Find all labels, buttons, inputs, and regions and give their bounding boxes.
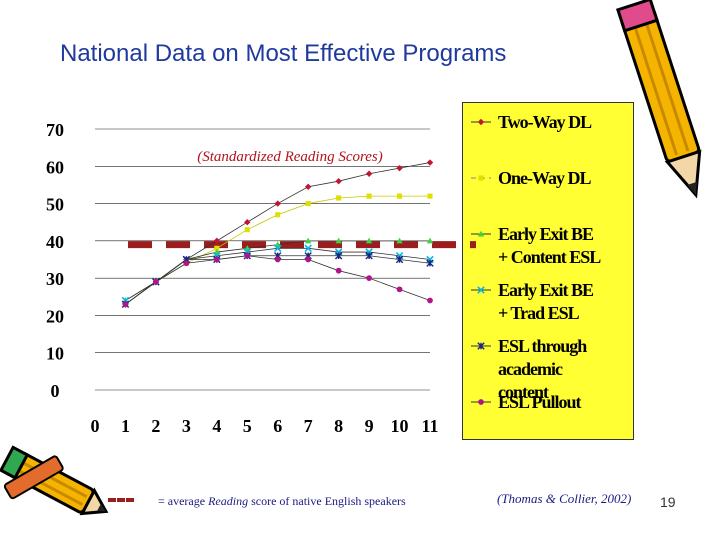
footnote-emph: Reading	[208, 494, 249, 508]
y-tick-label: 20	[46, 306, 64, 326]
data-point	[273, 244, 282, 253]
chart-axes: 0 10 20 30 40 50 60 70 0 1 2 3 4 5 6 7 8 9 10 11	[46, 120, 439, 436]
data-point	[395, 255, 404, 264]
data-point	[396, 164, 403, 172]
legend-box	[462, 102, 634, 440]
data-point	[244, 219, 251, 226]
data-point	[335, 267, 342, 274]
data-point	[244, 252, 251, 259]
data-point	[478, 175, 484, 181]
chart-title: (Standardized Reading Scores)	[197, 149, 383, 165]
data-point	[214, 245, 220, 251]
data-point	[305, 256, 312, 263]
series-line	[125, 255, 431, 305]
y-tick-label: 10	[46, 344, 64, 364]
series-line	[125, 162, 431, 305]
legend-label: Two-Way DL	[498, 112, 592, 132]
data-point	[275, 212, 281, 218]
data-point	[336, 195, 342, 201]
chart-grid	[95, 128, 430, 391]
data-point	[365, 252, 373, 260]
legend-label: Early Exit BE + Trad ESL	[498, 280, 594, 323]
data-point	[244, 227, 250, 233]
y-tick-label: 30	[46, 269, 64, 289]
data-point	[477, 342, 485, 350]
data-point	[365, 170, 373, 177]
data-point	[304, 237, 312, 244]
data-point	[478, 399, 484, 405]
legend-label: Early Exit BE + Content ESL	[498, 224, 601, 267]
data-point	[274, 200, 281, 207]
pencil-icon-bottom-left	[0, 445, 109, 516]
slide-title: National Data on Most Effective Programs	[60, 40, 507, 67]
y-tick-label: 0	[51, 381, 60, 401]
data-point	[305, 201, 311, 207]
x-tick-label: 7	[304, 416, 313, 436]
data-point	[427, 193, 433, 199]
x-tick-label: 2	[151, 416, 160, 436]
x-tick-label: 11	[421, 416, 438, 436]
data-point	[426, 159, 434, 166]
footnote-prefix: = average	[158, 494, 209, 508]
citation: (Thomas & Collier, 2002)	[497, 491, 632, 506]
footnote-suffix: score of native English speakers	[248, 494, 406, 508]
y-tick-label: 70	[46, 120, 64, 140]
legend-label: ESL Pullout	[498, 392, 582, 412]
x-tick-label: 3	[182, 416, 191, 436]
data-point	[213, 256, 220, 263]
y-tick-label: 60	[46, 157, 64, 177]
data-point	[477, 286, 485, 294]
x-tick-label: 6	[273, 416, 282, 436]
data-point	[477, 230, 485, 237]
data-point	[304, 183, 312, 190]
series-group	[121, 159, 434, 308]
y-tick-label: 40	[46, 232, 64, 252]
legend-label: ESL through academic content	[498, 336, 587, 402]
data-point	[426, 259, 434, 267]
data-point	[183, 260, 190, 267]
x-tick-label: 5	[243, 416, 252, 436]
data-point	[274, 256, 281, 263]
series-line	[125, 255, 431, 305]
x-tick-label: 8	[334, 416, 343, 436]
data-point	[427, 297, 433, 304]
x-tick-label: 0	[91, 416, 100, 436]
data-point	[335, 178, 342, 185]
page-number: 19	[660, 494, 676, 510]
data-point	[426, 237, 434, 244]
pencil-icon-top-right	[615, 0, 702, 199]
data-point	[366, 275, 372, 282]
data-point	[334, 252, 343, 260]
x-tick-label: 1	[121, 416, 130, 436]
data-point	[396, 286, 403, 293]
data-point	[366, 193, 372, 199]
data-point	[335, 237, 342, 244]
footnote: = average Reading score of native Englis…	[158, 494, 406, 509]
data-point	[396, 237, 403, 244]
y-tick-label: 50	[46, 195, 64, 215]
x-tick-label: 10	[391, 416, 409, 436]
legend: Two-Way DL One-Way DL Early Exit BE + Conte…	[471, 112, 602, 412]
data-point	[396, 193, 403, 199]
x-tick-label: 4	[212, 416, 221, 436]
data-point	[477, 118, 485, 126]
x-tick-label: 9	[365, 416, 374, 436]
data-point	[304, 244, 312, 253]
legend-label: One-Way DL	[498, 168, 592, 188]
data-point	[365, 237, 373, 244]
data-point	[213, 237, 221, 245]
data-point	[122, 301, 129, 308]
data-point	[153, 278, 159, 285]
footnote-dash-icon	[108, 498, 134, 502]
